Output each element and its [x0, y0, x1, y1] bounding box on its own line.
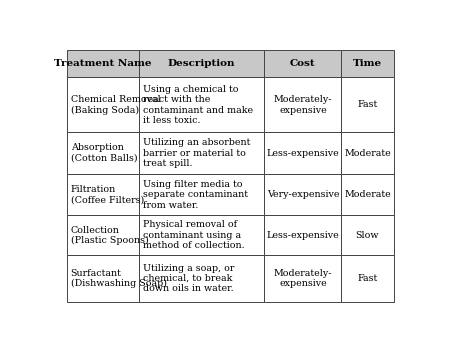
Text: Chemical Removal
(Baking Soda): Chemical Removal (Baking Soda)	[71, 95, 160, 115]
Text: Moderate: Moderate	[344, 190, 391, 199]
Text: Treatment Name: Treatment Name	[54, 59, 151, 68]
Text: Surfactant
(Dishwashing Soap): Surfactant (Dishwashing Soap)	[71, 269, 167, 288]
Bar	[139, 215, 264, 255]
Text: Using filter media to
separate contaminant
from water.: Using filter media to separate contamina…	[143, 180, 248, 209]
Bar	[66, 174, 139, 215]
Text: Very-expensive: Very-expensive	[267, 190, 339, 199]
Bar	[139, 77, 264, 133]
Bar	[341, 255, 394, 302]
Text: Moderately-
expensive: Moderately- expensive	[273, 95, 332, 114]
Text: Fast: Fast	[357, 101, 378, 109]
Bar	[264, 50, 341, 77]
Text: Collection
(Plastic Spoons): Collection (Plastic Spoons)	[71, 226, 149, 245]
Text: Using a chemical to
react with the
contaminant and make
it less toxic.: Using a chemical to react with the conta…	[143, 85, 253, 125]
Bar	[139, 174, 264, 215]
Text: Absorption
(Cotton Balls): Absorption (Cotton Balls)	[71, 143, 137, 163]
Text: Less-expensive: Less-expensive	[267, 231, 339, 240]
Text: Utilizing an absorbent
barrier or material to
treat spill.: Utilizing an absorbent barrier or materi…	[143, 138, 250, 168]
Bar	[264, 215, 341, 255]
Text: Slow: Slow	[356, 231, 379, 240]
Bar	[341, 77, 394, 133]
Text: Physical removal of
contaminant using a
method of collection.: Physical removal of contaminant using a …	[143, 220, 244, 250]
Bar	[66, 50, 139, 77]
Text: Moderately-
expensive: Moderately- expensive	[273, 269, 332, 288]
Text: Description: Description	[168, 59, 235, 68]
Bar	[66, 77, 139, 133]
Bar	[341, 215, 394, 255]
Text: Time: Time	[353, 59, 382, 68]
Text: Moderate: Moderate	[344, 149, 391, 158]
Bar	[66, 215, 139, 255]
Bar	[264, 174, 341, 215]
Text: Less-expensive: Less-expensive	[267, 149, 339, 158]
Bar	[66, 133, 139, 174]
Text: Utilizing a soap, or
chemical, to break
down oils in water.: Utilizing a soap, or chemical, to break …	[143, 263, 234, 293]
Bar	[264, 77, 341, 133]
Bar	[264, 255, 341, 302]
Text: Fast: Fast	[357, 274, 378, 283]
Bar	[66, 255, 139, 302]
Bar	[139, 50, 264, 77]
Text: Cost: Cost	[290, 59, 316, 68]
Bar	[264, 133, 341, 174]
Bar	[341, 174, 394, 215]
Bar	[139, 255, 264, 302]
Bar	[341, 50, 394, 77]
Bar	[341, 133, 394, 174]
Bar	[139, 133, 264, 174]
Text: Filtration
(Coffee Filters): Filtration (Coffee Filters)	[71, 185, 144, 204]
